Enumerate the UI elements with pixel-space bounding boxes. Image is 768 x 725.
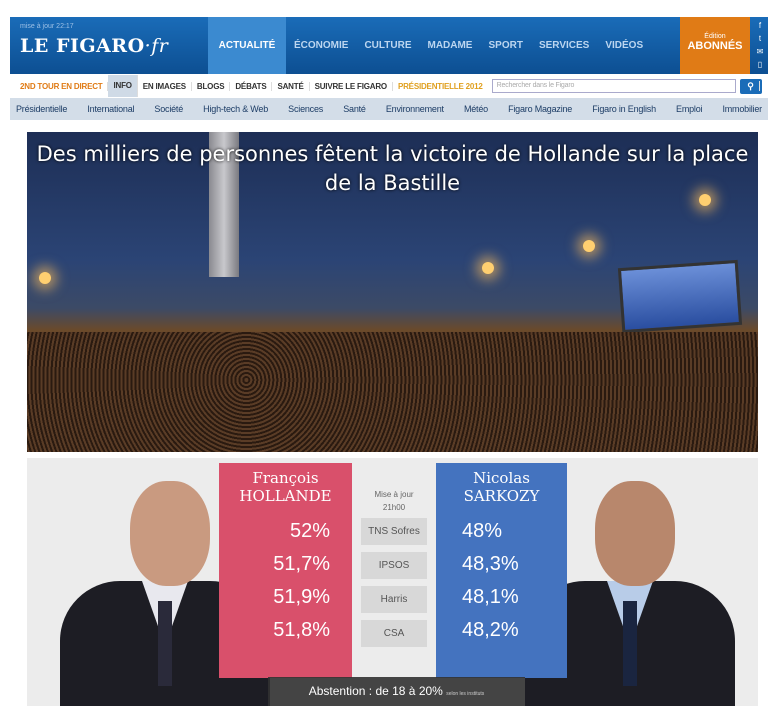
nav-economie[interactable]: ÉCONOMIE — [294, 40, 349, 51]
section-link[interactable]: High-tech & Web — [203, 104, 269, 114]
section-link[interactable]: Emploi — [676, 104, 703, 114]
institute-ipsos: IPSOS — [361, 552, 427, 579]
nav-actualite[interactable]: ACTUALITÉ — [208, 17, 286, 74]
sarkozy-first-name: Nicolas — [473, 469, 530, 487]
nav-sport[interactable]: SPORT — [488, 40, 523, 51]
institute-csa: CSA — [361, 620, 427, 647]
main-nav: ACTUALITÉ ÉCONOMIE CULTURE MADAME SPORT … — [208, 17, 680, 74]
hero-headline[interactable]: Des milliers de personnes fêtent la vict… — [36, 142, 749, 195]
update-time: mise à jour 22:17 — [20, 23, 74, 30]
institute-tns-sofres: TNS Sofres — [361, 518, 427, 545]
social-links: f t ✉ ▯ — [754, 21, 766, 70]
hero-photo[interactable]: Des milliers de personnes fêtent la vict… — [27, 132, 758, 452]
nav-debats[interactable]: DÉBATS — [230, 81, 273, 91]
election-results-panel[interactable]: François HOLLANDE 52% 51,7% 51,9% 51,8% M… — [27, 458, 758, 706]
section-link[interactable]: International — [87, 104, 135, 114]
nav-info[interactable]: INFO — [108, 75, 138, 97]
hollande-portrait — [60, 471, 270, 706]
nav-blogs[interactable]: BLOGS — [192, 81, 231, 91]
nav-suivre[interactable]: SUIVRE LE FIGARO — [310, 81, 393, 91]
section-link[interactable]: Présidentielle — [16, 104, 68, 114]
section-link[interactable]: Santé — [343, 104, 366, 114]
section-link[interactable]: Figaro in English — [592, 104, 656, 114]
nav-videos[interactable]: VIDÉOS — [605, 40, 644, 51]
abstention-text: Abstention : de 18 à 20% — [308, 684, 443, 698]
update-label: Mise à jour — [374, 490, 414, 499]
abonnes-edition: Édition — [704, 33, 726, 40]
section-link[interactable]: Environnement — [385, 104, 444, 114]
section-link[interactable]: Météo — [463, 104, 488, 114]
search-icon: ⚲ — [742, 80, 760, 91]
section-link[interactable]: Immobilier — [722, 104, 762, 114]
street-light — [482, 262, 494, 274]
twitter-icon[interactable]: t — [758, 34, 762, 43]
logo[interactable]: mise à jour 22:17 LE FIGARO·fr — [10, 17, 208, 74]
logo-text: LE FIGARO — [20, 35, 145, 57]
mail-icon[interactable]: ✉ — [756, 47, 764, 56]
abstention-bar: Abstention : de 18 à 20% selon les insti… — [268, 677, 525, 706]
institute-harris: Harris — [361, 586, 427, 613]
nav-2nd-tour-live[interactable]: 2ND TOUR EN DIRECT — [10, 81, 109, 91]
hollande-results: François HOLLANDE 52% 51,7% 51,9% 51,8% — [219, 463, 352, 678]
sarkozy-results: Nicolas SARKOZY 48% 48,3% 48,1% 48,2% — [436, 463, 567, 678]
abonnes-label: ABONNÉS — [687, 40, 743, 52]
sarkozy-csa: 48,2% — [462, 619, 519, 641]
nav-en-images[interactable]: EN IMAGES — [138, 81, 192, 91]
nav-sante[interactable]: SANTÉ — [272, 81, 310, 91]
crowd — [27, 332, 758, 452]
hollande-csa: 51,8% — [273, 619, 330, 641]
abstention-note: selon les instituts — [446, 691, 485, 697]
section-link[interactable]: Société — [154, 104, 184, 114]
sub-navigation: 2ND TOUR EN DIRECT INFO EN IMAGES BLOGS … — [10, 75, 768, 97]
facebook-icon[interactable]: f — [758, 21, 762, 30]
logo-suffix: ·fr — [144, 35, 169, 57]
institutes-column: Mise à jour 21h00 TNS Sofres IPSOS Harris… — [352, 463, 436, 678]
section-nav: Présidentielle International Société Hig… — [10, 98, 768, 120]
giant-screen — [617, 259, 743, 334]
bastille-column — [209, 132, 239, 277]
nav-culture[interactable]: CULTURE — [364, 40, 412, 51]
nav-presidentielle-2012[interactable]: PRÉSIDENTIELLE 2012 — [397, 81, 483, 91]
sarkozy-harris: 48,1% — [462, 586, 519, 608]
hollande-tns: 52% — [289, 520, 330, 542]
street-light — [699, 194, 711, 206]
nav-madame[interactable]: MADAME — [427, 40, 473, 51]
hollande-first-name: François — [252, 469, 319, 487]
section-link[interactable]: Figaro Magazine — [508, 104, 573, 114]
street-light — [39, 272, 51, 284]
nav-services[interactable]: SERVICES — [538, 40, 590, 51]
hollande-harris: 51,9% — [273, 586, 330, 608]
hollande-ipsos: 51,7% — [273, 553, 330, 575]
sarkozy-tns: 48% — [462, 520, 503, 542]
sarkozy-last-name: SARKOZY — [463, 487, 540, 505]
mobile-icon[interactable]: ▯ — [757, 60, 763, 69]
street-light — [583, 240, 595, 252]
sarkozy-ipsos: 48,3% — [462, 553, 519, 575]
hollande-last-name: HOLLANDE — [239, 487, 332, 505]
abonnes-button[interactable]: Édition ABONNÉS — [680, 17, 750, 74]
section-link[interactable]: Sciences — [288, 104, 324, 114]
search-input[interactable]: Rechercher dans le Figaro — [491, 79, 736, 93]
search-button[interactable]: ⚲ — [740, 78, 762, 94]
top-navigation-bar: mise à jour 22:17 LE FIGARO·fr ACTUALITÉ… — [10, 17, 768, 74]
update-time: 21h00 — [382, 503, 406, 512]
